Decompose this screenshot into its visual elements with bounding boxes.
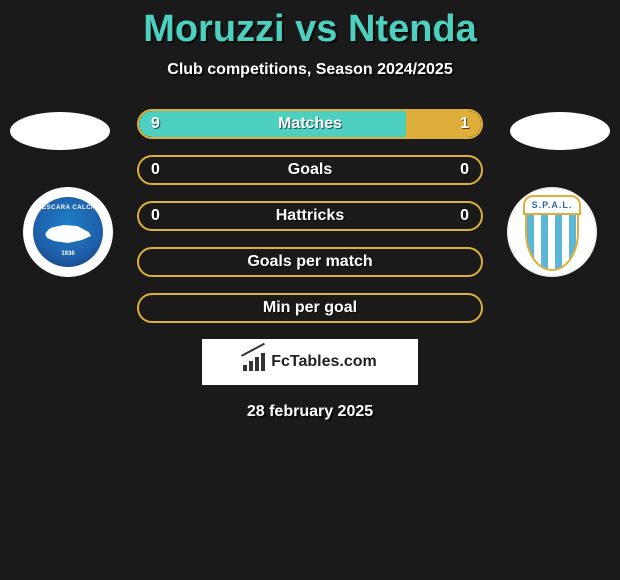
- stat-row: 91Matches: [137, 109, 483, 139]
- spal-stripes-icon: [525, 207, 579, 271]
- stat-label: Matches: [139, 115, 481, 133]
- stat-label: Goals per match: [139, 253, 481, 271]
- subtitle: Club competitions, Season 2024/2025: [0, 61, 620, 79]
- stat-label: Hattricks: [139, 207, 481, 225]
- club-badge-right: S.P.A.L.: [507, 187, 597, 277]
- pescara-badge-inner: PESCARA CALCIO 1936: [33, 197, 103, 267]
- comparison-content: PESCARA CALCIO 1936 S.P.A.L. 91Matches 00…: [0, 109, 620, 421]
- pescara-badge-year: 1936: [61, 251, 74, 257]
- page-title: Moruzzi vs Ntenda: [0, 0, 620, 51]
- club-badge-left: PESCARA CALCIO 1936: [23, 187, 113, 277]
- stat-row: 00Goals: [137, 155, 483, 185]
- watermark: FcTables.com: [202, 339, 418, 385]
- spal-badge-text: S.P.A.L.: [523, 195, 581, 215]
- stat-row: Goals per match: [137, 247, 483, 277]
- right-platform-ellipse: [510, 112, 610, 150]
- watermark-text: FcTables.com: [271, 353, 377, 371]
- bar-chart-icon: [243, 353, 265, 371]
- stat-label: Min per goal: [139, 299, 481, 317]
- stat-row: Min per goal: [137, 293, 483, 323]
- stat-row: 00Hattricks: [137, 201, 483, 231]
- dolphin-icon: [45, 224, 91, 244]
- stat-label: Goals: [139, 161, 481, 179]
- footer-date: 28 february 2025: [0, 403, 620, 421]
- pescara-badge-text: PESCARA CALCIO: [38, 205, 99, 211]
- left-platform-ellipse: [10, 112, 110, 150]
- spal-badge-inner: S.P.A.L.: [519, 193, 585, 271]
- stat-rows: 91Matches 00Goals 00Hattricks Goals per mat…: [137, 109, 483, 323]
